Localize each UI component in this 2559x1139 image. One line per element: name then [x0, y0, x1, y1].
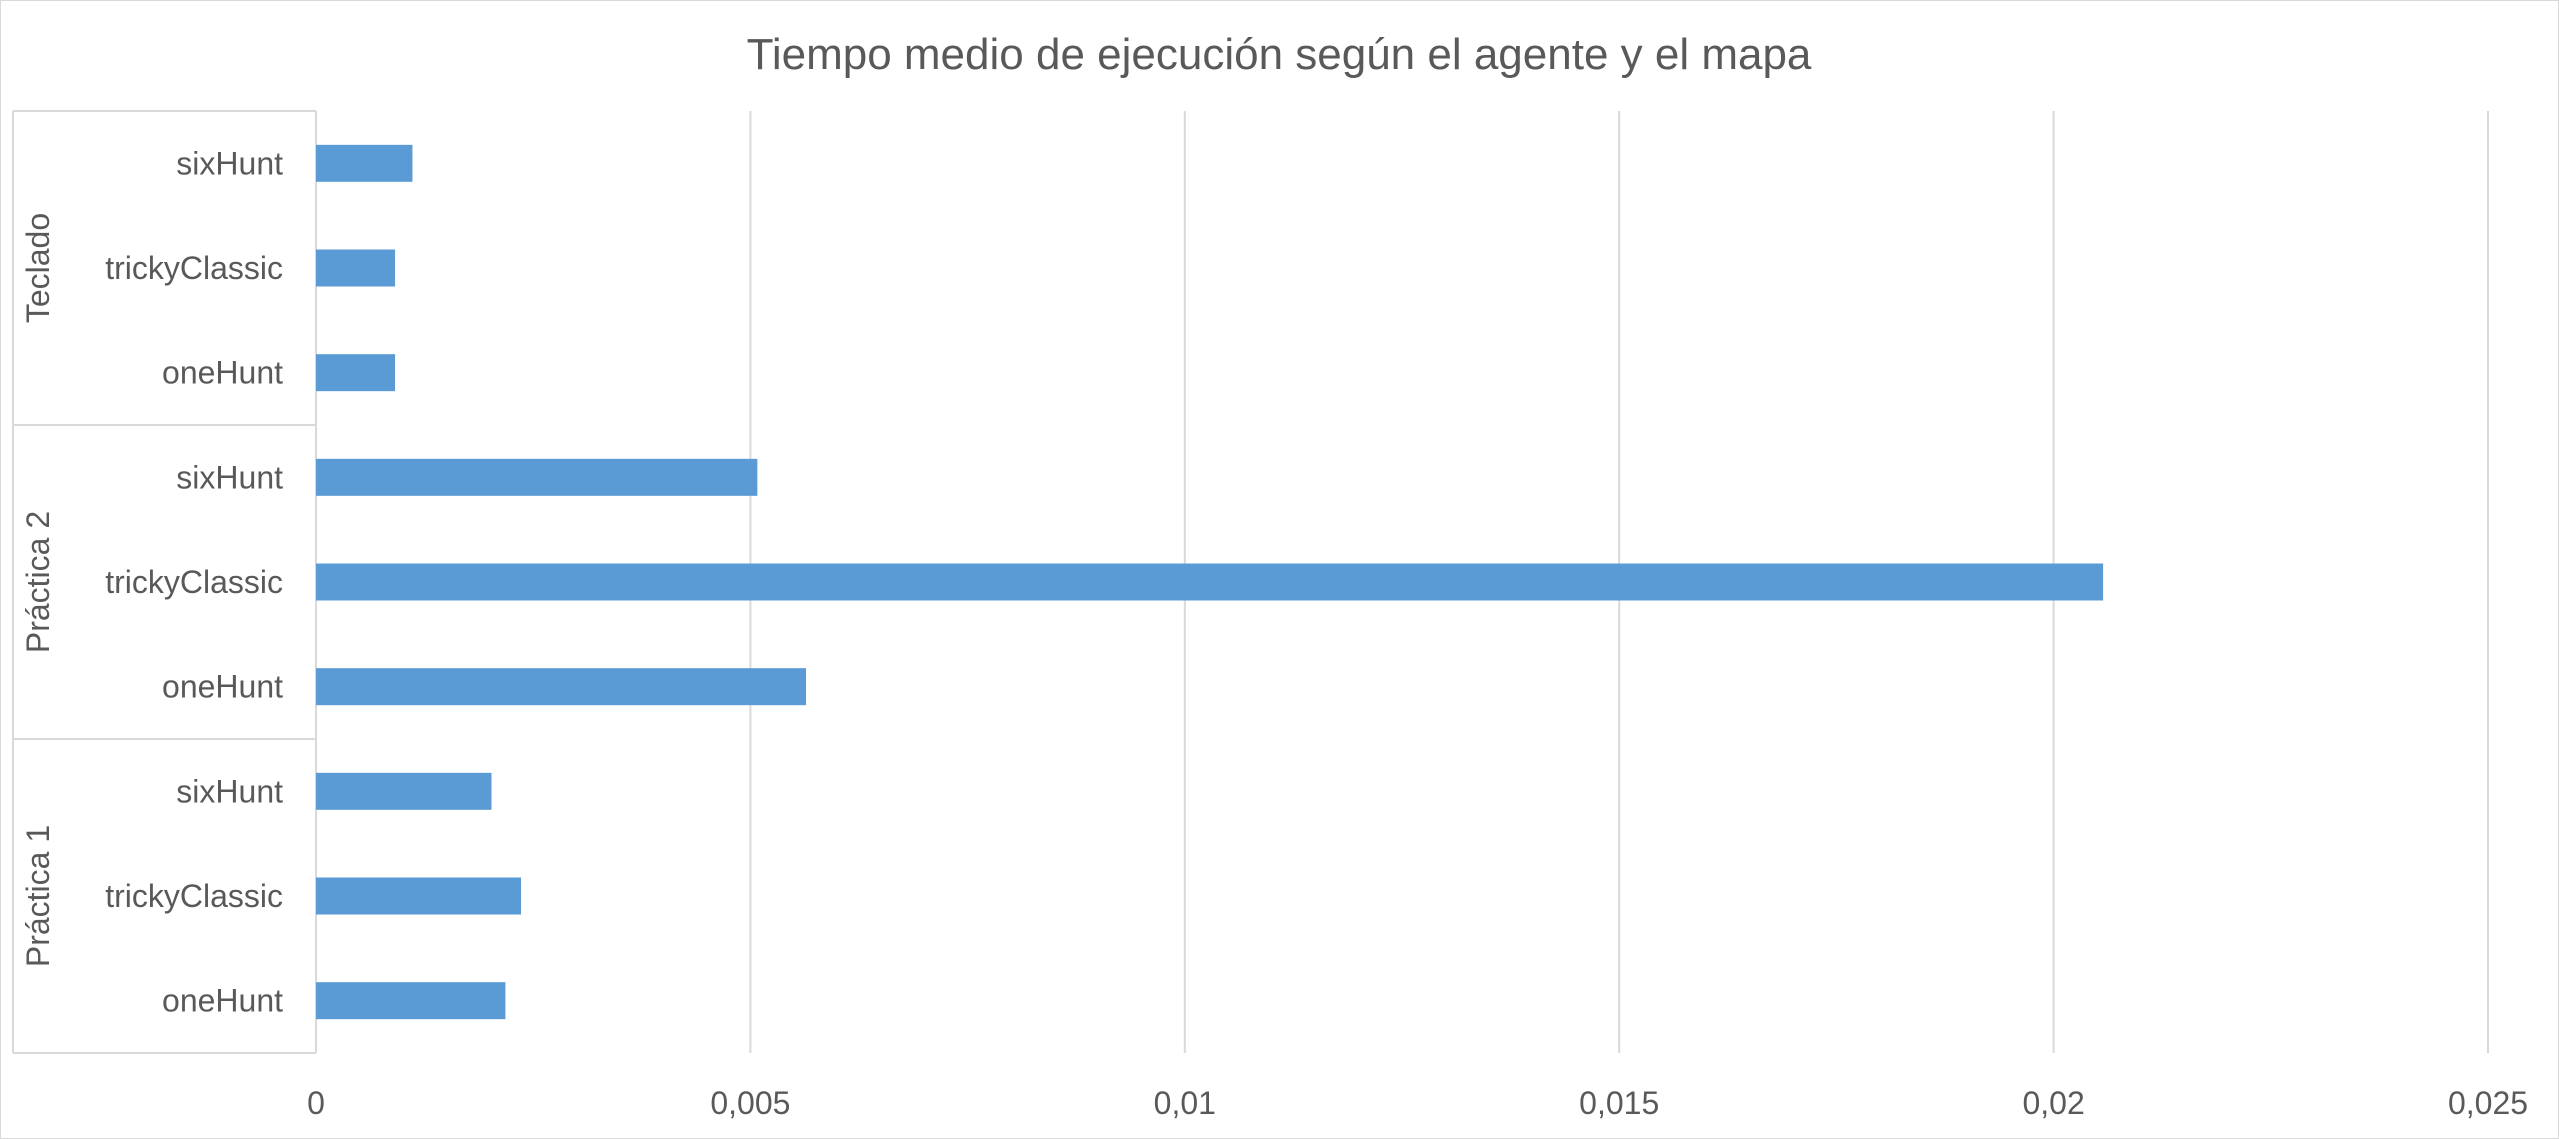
- group-label: Teclado: [20, 213, 56, 323]
- bar: [316, 563, 2104, 601]
- bar: [316, 458, 758, 496]
- bar: [316, 877, 522, 915]
- group-label: Práctica 1: [20, 825, 56, 967]
- x-tick-label: 0,015: [1579, 1085, 1659, 1121]
- category-label: trickyClassic: [105, 878, 283, 914]
- x-tick-label: 0,01: [1154, 1085, 1216, 1121]
- category-label: oneHunt: [162, 983, 283, 1019]
- x-tick-label: 0,025: [2448, 1085, 2528, 1121]
- bar: [316, 144, 413, 182]
- chart-title: Tiempo medio de ejecución según el agent…: [747, 30, 1812, 79]
- category-label: oneHunt: [162, 355, 283, 391]
- bar: [316, 354, 396, 392]
- category-label: sixHunt: [176, 773, 283, 809]
- bar: [316, 249, 396, 287]
- bar: [316, 982, 506, 1020]
- bar: [316, 772, 492, 810]
- group-label: Práctica 2: [20, 511, 56, 653]
- category-label: oneHunt: [162, 669, 283, 705]
- category-label: trickyClassic: [105, 250, 283, 286]
- category-label: sixHunt: [176, 459, 283, 495]
- category-label: sixHunt: [176, 145, 283, 181]
- category-label: trickyClassic: [105, 564, 283, 600]
- bars-layer: [316, 144, 2104, 1020]
- x-tick-label: 0,02: [2022, 1085, 2084, 1121]
- x-tick-label: 0,005: [710, 1085, 790, 1121]
- bar: [316, 668, 807, 706]
- labels-layer: sixHunt trickyClassic oneHunt Teclado sixHun…: [20, 145, 283, 1018]
- x-tick-label: 0: [307, 1085, 325, 1121]
